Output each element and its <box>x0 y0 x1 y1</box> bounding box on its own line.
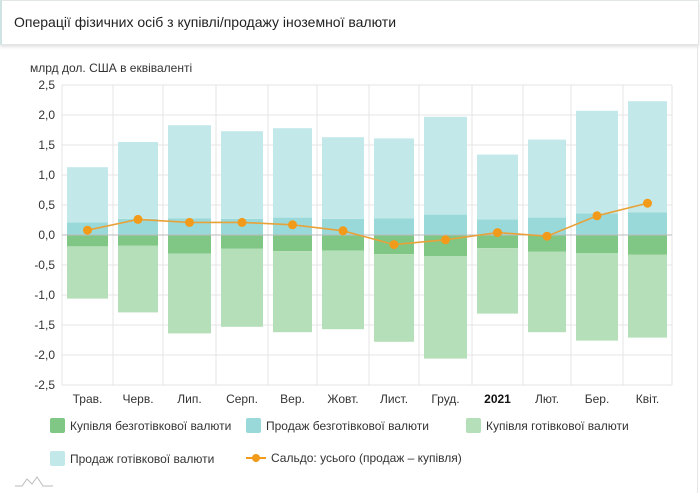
bar-noncash-sale <box>528 217 566 235</box>
x-tick-label: Серп. <box>226 392 258 406</box>
y-tick-label: -1,0 <box>34 288 55 302</box>
legend-item-noncash-sale[interactable]: Продаж безготівкової валюти <box>246 418 429 433</box>
legend-swatch <box>466 418 481 433</box>
balance-point <box>338 226 348 236</box>
bar-cash-purchase <box>528 251 566 333</box>
x-tick-label: Квіт. <box>636 392 660 406</box>
legend-item-cash-sale[interactable]: Продаж готівкової валюти <box>50 451 214 466</box>
bar-noncash-sale <box>118 218 158 235</box>
x-tick-label: Груд. <box>431 392 459 406</box>
y-axis-label: млрд дол. США в еквіваленті <box>30 61 193 75</box>
legend-item-cash-purchase[interactable]: Купівля готівкової валюти <box>466 418 629 433</box>
balance-point <box>592 211 602 221</box>
bar-cash-purchase <box>322 250 364 330</box>
bar-cash-sale <box>628 101 667 213</box>
bar-cash-sale <box>424 116 467 215</box>
legend-item-noncash-purchase[interactable]: Купівля безготівкової валюти <box>50 418 231 433</box>
legend-label: Сальдо: усього (продаж – купівля) <box>271 451 462 465</box>
bar-cash-sale <box>168 125 211 219</box>
legend-label: Купівля безготівкової валюти <box>70 418 232 433</box>
x-tick-label: Трав. <box>73 392 103 406</box>
bar-cash-sale <box>374 138 414 219</box>
y-tick-label: 2,5 <box>38 78 55 92</box>
balance-point <box>542 231 552 241</box>
y-tick-label: -0,5 <box>34 258 55 272</box>
bar-noncash-sale <box>424 214 467 235</box>
x-tick-label: Черв. <box>122 392 153 406</box>
x-tick-label: Вер. <box>280 392 305 406</box>
bar-cash-sale <box>221 131 263 219</box>
bar-noncash-purchase <box>477 235 518 249</box>
x-tick-label: Лип. <box>177 392 201 406</box>
bar-cash-sale <box>67 167 108 223</box>
bar-cash-sale <box>576 110 618 214</box>
bar-cash-purchase <box>168 253 211 334</box>
legend-swatch <box>246 418 261 433</box>
x-tick-label: Жовт. <box>327 392 358 406</box>
y-tick-label: -1,5 <box>34 318 55 332</box>
bar-noncash-purchase <box>221 235 263 249</box>
bar-noncash-purchase <box>168 235 211 254</box>
y-tick-label: -2,0 <box>34 348 55 362</box>
y-tick-label: -2,5 <box>34 378 55 392</box>
bar-noncash-purchase <box>628 235 667 255</box>
balance-point <box>185 217 194 227</box>
legend-label: Продаж безготівкової валюти <box>266 418 429 433</box>
balance-point <box>288 220 297 230</box>
y-tick-label: 1,5 <box>38 138 55 152</box>
balance-line <box>87 202 648 246</box>
legend-label: Купівля готівкової валюти <box>486 418 629 433</box>
legend-swatch <box>50 451 65 466</box>
chart-header: Операції фізичних осіб з купівлі/продажу… <box>0 0 699 45</box>
bar-cash-purchase <box>221 248 263 327</box>
legend-swatch <box>50 418 65 433</box>
bar-cash-sale <box>477 154 518 220</box>
divider <box>697 45 698 493</box>
x-tick-label: 2021 <box>484 392 511 406</box>
bar-cash-sale <box>528 139 566 218</box>
y-tick-label: 2,0 <box>38 108 55 122</box>
bar-cash-purchase <box>628 254 667 338</box>
y-tick-label: 0,0 <box>38 228 55 242</box>
bar-cash-purchase <box>576 253 618 341</box>
bar-noncash-purchase <box>322 235 364 251</box>
balance-point <box>493 228 502 238</box>
bar-noncash-sale <box>374 218 414 235</box>
x-tick-label: Лист. <box>380 392 408 406</box>
bar-noncash-sale <box>628 212 667 235</box>
balance-point <box>83 225 92 235</box>
bar-cash-sale <box>118 142 158 219</box>
bar-cash-purchase <box>374 254 414 342</box>
legend-label: Продаж готівкової валюти <box>70 451 215 466</box>
bar-noncash-purchase <box>273 235 312 252</box>
balance-point <box>441 235 450 245</box>
bar-cash-purchase <box>477 248 518 314</box>
bar-cash-sale <box>322 137 364 219</box>
chart-plot: 2,5 2,0 1,5 1,0 0,5 0,0 -0,5 -1,0 -1,5 -2,0 -2,5 Тр… <box>34 78 673 406</box>
y-tick-label: 0,5 <box>38 198 55 212</box>
legend-item-balance[interactable]: Сальдо: усього (продаж – купівля) <box>246 451 462 465</box>
logo-icon <box>15 476 53 487</box>
bar-cash-purchase <box>424 256 467 359</box>
x-tick-label: Бер. <box>585 392 610 406</box>
chart-title: Операції фізичних осіб з купівлі/продажу… <box>14 14 397 30</box>
line-marker-icon <box>246 454 266 462</box>
bar-noncash-sale <box>477 219 518 235</box>
bar-cash-purchase <box>118 245 158 313</box>
x-tick-label: Лют. <box>535 392 559 406</box>
bar-noncash-purchase <box>528 235 566 252</box>
balance-point <box>389 240 399 250</box>
bar-noncash-purchase <box>67 235 108 247</box>
bar-cash-purchase <box>273 251 312 333</box>
y-tick-label: 1,0 <box>38 168 55 182</box>
bar-noncash-sale <box>576 213 618 235</box>
bar-noncash-purchase <box>576 235 618 253</box>
bar-cash-sale <box>273 128 312 218</box>
bar-cash-purchase <box>67 246 108 299</box>
bar-noncash-purchase <box>118 235 158 246</box>
balance-point <box>133 214 143 224</box>
balance-point <box>643 198 652 208</box>
balance-point <box>237 217 247 227</box>
